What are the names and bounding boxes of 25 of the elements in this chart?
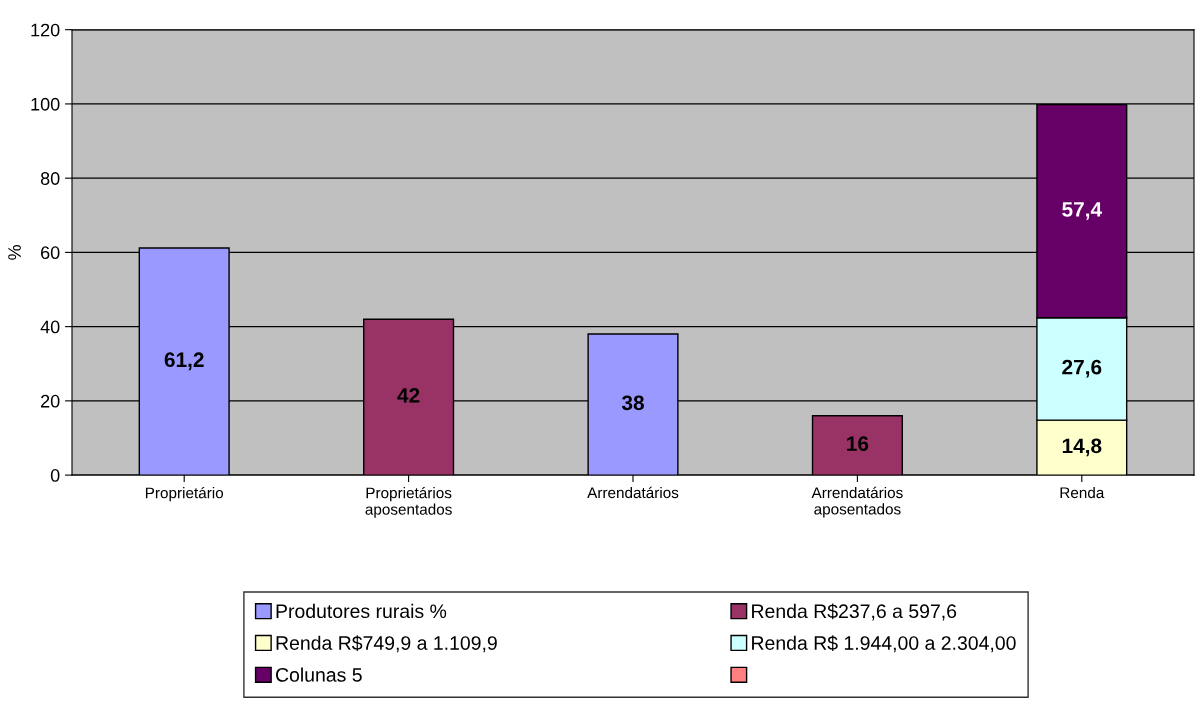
x-tick-label: Arrendatários (587, 486, 679, 499)
x-tick-label: Proprietário (145, 486, 224, 502)
y-axis-title: % (8, 245, 21, 260)
y-tick-label: 0 (50, 469, 60, 482)
data-label: 57,4 (1062, 202, 1102, 220)
data-label: 42 (397, 388, 420, 403)
legend-label: Renda R$ 1.944,00 a 2.304,00 (752, 635, 1016, 653)
legend-label: Renda R$237,6 a 597,6 (752, 603, 957, 621)
data-label: 27,6 (1062, 359, 1102, 378)
legend-label: Renda R$749,9 a 1.109,9 (276, 635, 497, 653)
y-tick-label: 60 (41, 246, 60, 260)
legend-label: Colunas 5 (276, 667, 362, 682)
data-label: 16 (847, 436, 869, 451)
y-tick-label: 100 (31, 97, 60, 111)
data-label: 14,8 (1062, 438, 1102, 457)
x-tick-label: Proprietários aposentados (365, 486, 452, 518)
data-label: 38 (621, 395, 644, 411)
data-label: 61,2 (164, 352, 204, 371)
x-tick-label: Arrendatários aposentados (811, 486, 903, 518)
y-tick-label: 20 (41, 394, 60, 408)
y-tick-label: 40 (40, 320, 60, 334)
legend-label: Produtores rurais % (276, 603, 447, 619)
x-tick-label: Renda (1060, 486, 1105, 499)
y-tick-label: 120 (31, 23, 60, 37)
y-tick-label: 80 (40, 172, 60, 185)
